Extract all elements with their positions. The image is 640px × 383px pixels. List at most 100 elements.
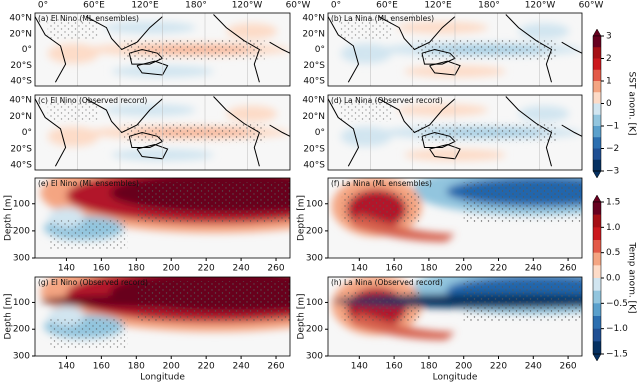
colorbar-segment (593, 36, 601, 48)
coastline (505, 96, 553, 167)
colorbar-segment (593, 316, 601, 329)
map-x-tick-label: 60°W (579, 1, 604, 11)
stipple (416, 122, 557, 143)
colorbar-segment (593, 290, 601, 304)
colorbar-tick-label: −3 (606, 167, 619, 177)
map-y-tick-label: 20°S (303, 61, 325, 71)
coastline (213, 14, 261, 83)
colorbar-segment (593, 265, 601, 279)
y-tick-label: 300 (306, 254, 323, 264)
x-tick-label: 180 (420, 264, 437, 274)
coastline (269, 124, 290, 137)
stipple (124, 39, 265, 60)
stipple (48, 220, 128, 251)
panel-field (328, 13, 582, 86)
x-axis-title: Longitude (140, 373, 185, 383)
colorbar-segment (593, 137, 601, 149)
colorbar-extend (592, 353, 602, 362)
stipple (48, 318, 128, 349)
coastline (561, 124, 582, 137)
x-tick-label: 180 (420, 362, 437, 372)
map-y-tick-label: 20°N (302, 29, 325, 39)
panel-field (35, 178, 290, 258)
colorbar-tick-label: −2 (606, 144, 619, 154)
map-y-tick-label: 0° (315, 128, 325, 138)
x-tick-label: 200 (455, 264, 472, 274)
coastline (35, 16, 67, 83)
coastline (328, 98, 360, 167)
colorbar-segment (593, 114, 601, 127)
panel-label: (b) La Nina (ML ensembles) (331, 14, 434, 23)
colorbar-tick-label: 1.0 (606, 223, 621, 233)
colorbar-segment (593, 92, 601, 104)
panel-label: (c) El Nino (Observed record) (38, 96, 147, 105)
stipple (463, 182, 582, 223)
y-tick-label: 200 (306, 325, 323, 335)
colorbar-segment (593, 278, 601, 291)
y-tick-label: 200 (306, 226, 323, 236)
map-y-tick-label: 20°N (9, 112, 32, 122)
coastline (328, 16, 360, 83)
colorbar-segment (593, 69, 601, 82)
colorbar-tick-label: 0.5 (606, 248, 620, 258)
colorbar-tick-label: 2 (606, 54, 612, 64)
blob (47, 126, 99, 147)
x-axis-title: Longitude (433, 373, 478, 383)
map-x-tick-label: 0° (38, 1, 48, 11)
stipple (340, 17, 392, 39)
stipple (341, 291, 421, 322)
x-tick-label: 140 (58, 362, 75, 372)
colorbar-tick-label: −1 (606, 122, 619, 132)
y-axis-title: Depth [m] (297, 293, 307, 339)
colorbar-segment (593, 148, 601, 161)
x-tick-label: 200 (163, 264, 180, 274)
map-x-tick-label: 60°E (376, 1, 398, 11)
colorbar-tick-label: 1 (606, 77, 612, 87)
map-y-tick-label: 20°S (10, 61, 32, 71)
x-tick-label: 260 (267, 264, 284, 274)
panel-field (35, 277, 290, 356)
colorbar-label: Temp anom. [K] (627, 242, 637, 314)
colorbar-tick-label: −1.5 (606, 350, 628, 360)
x-tick-label: 220 (490, 362, 507, 372)
panel-label: (a) El Nino (ML ensembles) (38, 14, 139, 23)
stipple (47, 99, 99, 122)
colorbar-segment (593, 103, 601, 116)
panel-frame (34, 276, 291, 357)
y-axis-title: Depth [m] (297, 195, 307, 241)
coastline (429, 60, 461, 76)
x-tick-label: 240 (233, 264, 250, 274)
x-tick-label: 220 (198, 362, 215, 372)
x-tick-label: 220 (490, 264, 507, 274)
x-tick-label: 200 (455, 362, 472, 372)
colorbar-extend (592, 194, 602, 203)
blob (518, 23, 570, 40)
map-y-tick-label: 0° (315, 45, 325, 55)
coastline (429, 143, 461, 160)
map-y-tick-label: 40°S (303, 77, 325, 87)
coastline (136, 60, 169, 76)
panel-frame (327, 12, 583, 87)
stipple (136, 281, 290, 322)
panel-frame (327, 94, 583, 171)
y-axis-title: Depth [m] (4, 195, 14, 241)
colorbar-tick-label: −1.0 (606, 324, 628, 334)
colorbar-extend (592, 170, 602, 179)
blob (340, 43, 392, 64)
x-tick-label: 140 (58, 264, 75, 274)
map-y-tick-label: 20°N (302, 112, 325, 122)
panel-frame (327, 177, 583, 259)
colorbar-tick-label: 0 (606, 99, 612, 109)
colorbar-label: SST anom. [K] (627, 72, 637, 136)
coastline (269, 41, 290, 54)
y-tick-label: 300 (13, 254, 30, 264)
colorbar-segment (593, 58, 601, 71)
colorbar-segment (593, 240, 601, 253)
y-tick-label: 100 (13, 199, 30, 209)
map-y-tick-label: 40°N (302, 96, 325, 106)
x-tick-label: 220 (198, 264, 215, 274)
x-tick-label: 260 (267, 362, 284, 372)
map-x-tick-label: 120°W (525, 1, 556, 11)
map-x-tick-label: 0° (331, 1, 341, 11)
map-y-tick-label: 40°S (10, 77, 32, 87)
